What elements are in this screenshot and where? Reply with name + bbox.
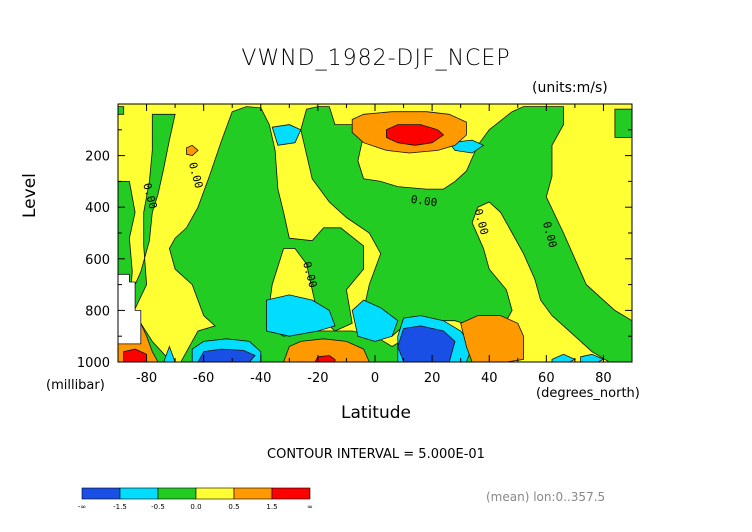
y-tick-label: 600 — [85, 253, 110, 268]
x-tick-label: -20 — [307, 371, 328, 386]
colorbar-label: 0.0 — [190, 503, 201, 511]
y-tick-label: 400 — [85, 201, 110, 216]
x-tick-label: -40 — [250, 371, 271, 386]
contour-region-18 — [397, 325, 456, 362]
mean-longitude-text: (mean) lon:0..357.5 — [486, 490, 606, 504]
x-tick-label: -80 — [136, 371, 157, 386]
x-axis-label: Latitude — [341, 403, 411, 423]
x-axis-units: (degrees_north) — [536, 386, 640, 401]
contour-region-24 — [385, 124, 445, 146]
contour-region-26 — [314, 355, 336, 362]
colorbar-label: -1.5 — [113, 503, 127, 511]
colorbar-label: 1.5 — [266, 503, 277, 511]
y-axis-units: (millibar) — [46, 378, 105, 393]
contour-region-22 — [186, 144, 199, 157]
x-tick-label: 60 — [538, 371, 555, 386]
contour-region-23 — [460, 315, 524, 362]
x-tick-label: 20 — [424, 371, 441, 386]
contour-region-13 — [163, 345, 176, 362]
y-tick-label: 200 — [85, 150, 110, 165]
colorbar-label: ∞ — [307, 503, 313, 511]
contour-region-3 — [128, 113, 176, 362]
y-tick-label: 800 — [85, 304, 110, 319]
x-tick-label: 40 — [481, 371, 498, 386]
colorbar-label: 0.5 — [228, 503, 239, 511]
units-label: (units:m/s) — [532, 80, 608, 96]
contour-region-21 — [283, 338, 370, 362]
colorbar-label: -∞ — [78, 503, 86, 511]
contour-region-27 — [118, 273, 142, 345]
contour-region-10 — [271, 124, 302, 146]
contour-region-17 — [197, 348, 256, 362]
x-tick-label: 0 — [371, 371, 379, 386]
x-tick-label: -60 — [193, 371, 214, 386]
colorbar-segment — [81, 487, 121, 500]
colorbar-label: -0.5 — [151, 503, 165, 511]
chart-title: VWND_1982-DJF_NCEP — [241, 46, 511, 71]
contour-region-9 — [351, 299, 399, 342]
x-tick-label: 80 — [595, 371, 612, 386]
contour-region-6 — [614, 108, 632, 138]
contour-label: 0.00 — [410, 193, 438, 210]
contour-region-15 — [580, 353, 605, 362]
colorbar-segment — [119, 487, 159, 500]
colorbar-segment — [271, 487, 311, 500]
contour-fill-group — [118, 104, 632, 362]
colorbar-segment — [195, 487, 235, 500]
colorbar-segment — [157, 487, 197, 500]
contour-region-2 — [118, 106, 125, 115]
y-tick-label: 1000 — [77, 356, 110, 371]
contour-interval-text: CONTOUR INTERVAL = 5.000E-01 — [267, 447, 485, 462]
colorbar-segment — [233, 487, 273, 500]
contour-region-8 — [266, 294, 336, 337]
